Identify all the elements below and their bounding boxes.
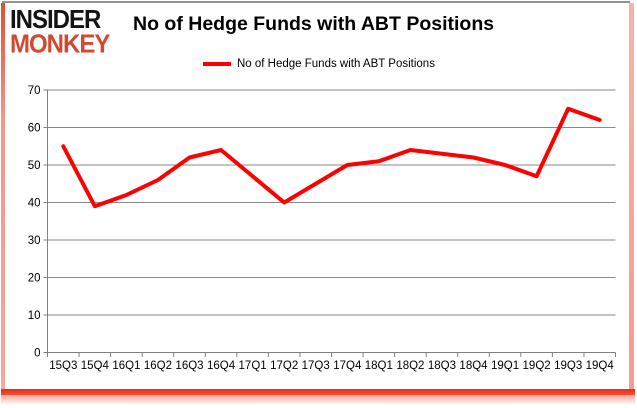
logo-text-monkey: MONKEY bbox=[10, 29, 110, 59]
x-tick-label: 16Q3 bbox=[175, 360, 203, 372]
legend-label: No of Hedge Funds with ABT Positions bbox=[237, 58, 435, 70]
frame-bottom-shadow bbox=[1, 395, 635, 405]
x-tick-label: 16Q4 bbox=[207, 360, 236, 372]
legend-line-swatch-icon bbox=[203, 62, 231, 66]
x-tick-label: 16Q1 bbox=[112, 360, 140, 372]
x-tick-label: 18Q1 bbox=[365, 360, 393, 372]
y-tick-label: 10 bbox=[28, 310, 41, 322]
y-tick-label: 0 bbox=[34, 348, 40, 360]
frame-left-border bbox=[1, 3, 5, 390]
chart-card bbox=[5, 3, 629, 389]
x-tick-label: 18Q3 bbox=[428, 360, 456, 372]
data-line-series bbox=[61, 106, 602, 209]
frame-bottom-border bbox=[1, 389, 635, 395]
y-tick-label: 20 bbox=[28, 273, 41, 285]
x-tick-label: 17Q1 bbox=[239, 360, 267, 372]
x-tick-label: 18Q4 bbox=[459, 360, 488, 372]
y-tick-label: 50 bbox=[28, 160, 41, 172]
x-tick-label: 17Q2 bbox=[270, 360, 298, 372]
x-tick-label: 19Q2 bbox=[523, 360, 551, 372]
x-tick-label: 15Q3 bbox=[49, 360, 77, 372]
x-tick-label: 19Q1 bbox=[491, 360, 519, 372]
chart-legend: No of Hedge Funds with ABT Positions bbox=[203, 58, 435, 70]
insider-monkey-logo: INSIDER MONKEY bbox=[10, 5, 110, 59]
x-tick-label: 17Q3 bbox=[302, 360, 330, 372]
frame-top-border bbox=[2, 1, 630, 3]
y-tick-label: 40 bbox=[28, 198, 41, 210]
x-tick-label: 19Q4 bbox=[586, 360, 615, 372]
x-tick-label: 16Q2 bbox=[144, 360, 172, 372]
x-tick-label: 17Q4 bbox=[333, 360, 362, 372]
chart-title: No of Hedge Funds with ABT Positions bbox=[133, 13, 495, 35]
y-tick-label: 30 bbox=[28, 235, 41, 247]
frame-right-border bbox=[629, 3, 634, 390]
x-tick-label: 18Q2 bbox=[396, 360, 424, 372]
y-tick-label: 70 bbox=[28, 85, 41, 97]
y-tick-label: 60 bbox=[28, 123, 41, 135]
logo-text-insider: INSIDER bbox=[10, 5, 101, 35]
x-tick-label: 15Q4 bbox=[81, 360, 110, 372]
x-tick-label: 19Q3 bbox=[554, 360, 582, 372]
